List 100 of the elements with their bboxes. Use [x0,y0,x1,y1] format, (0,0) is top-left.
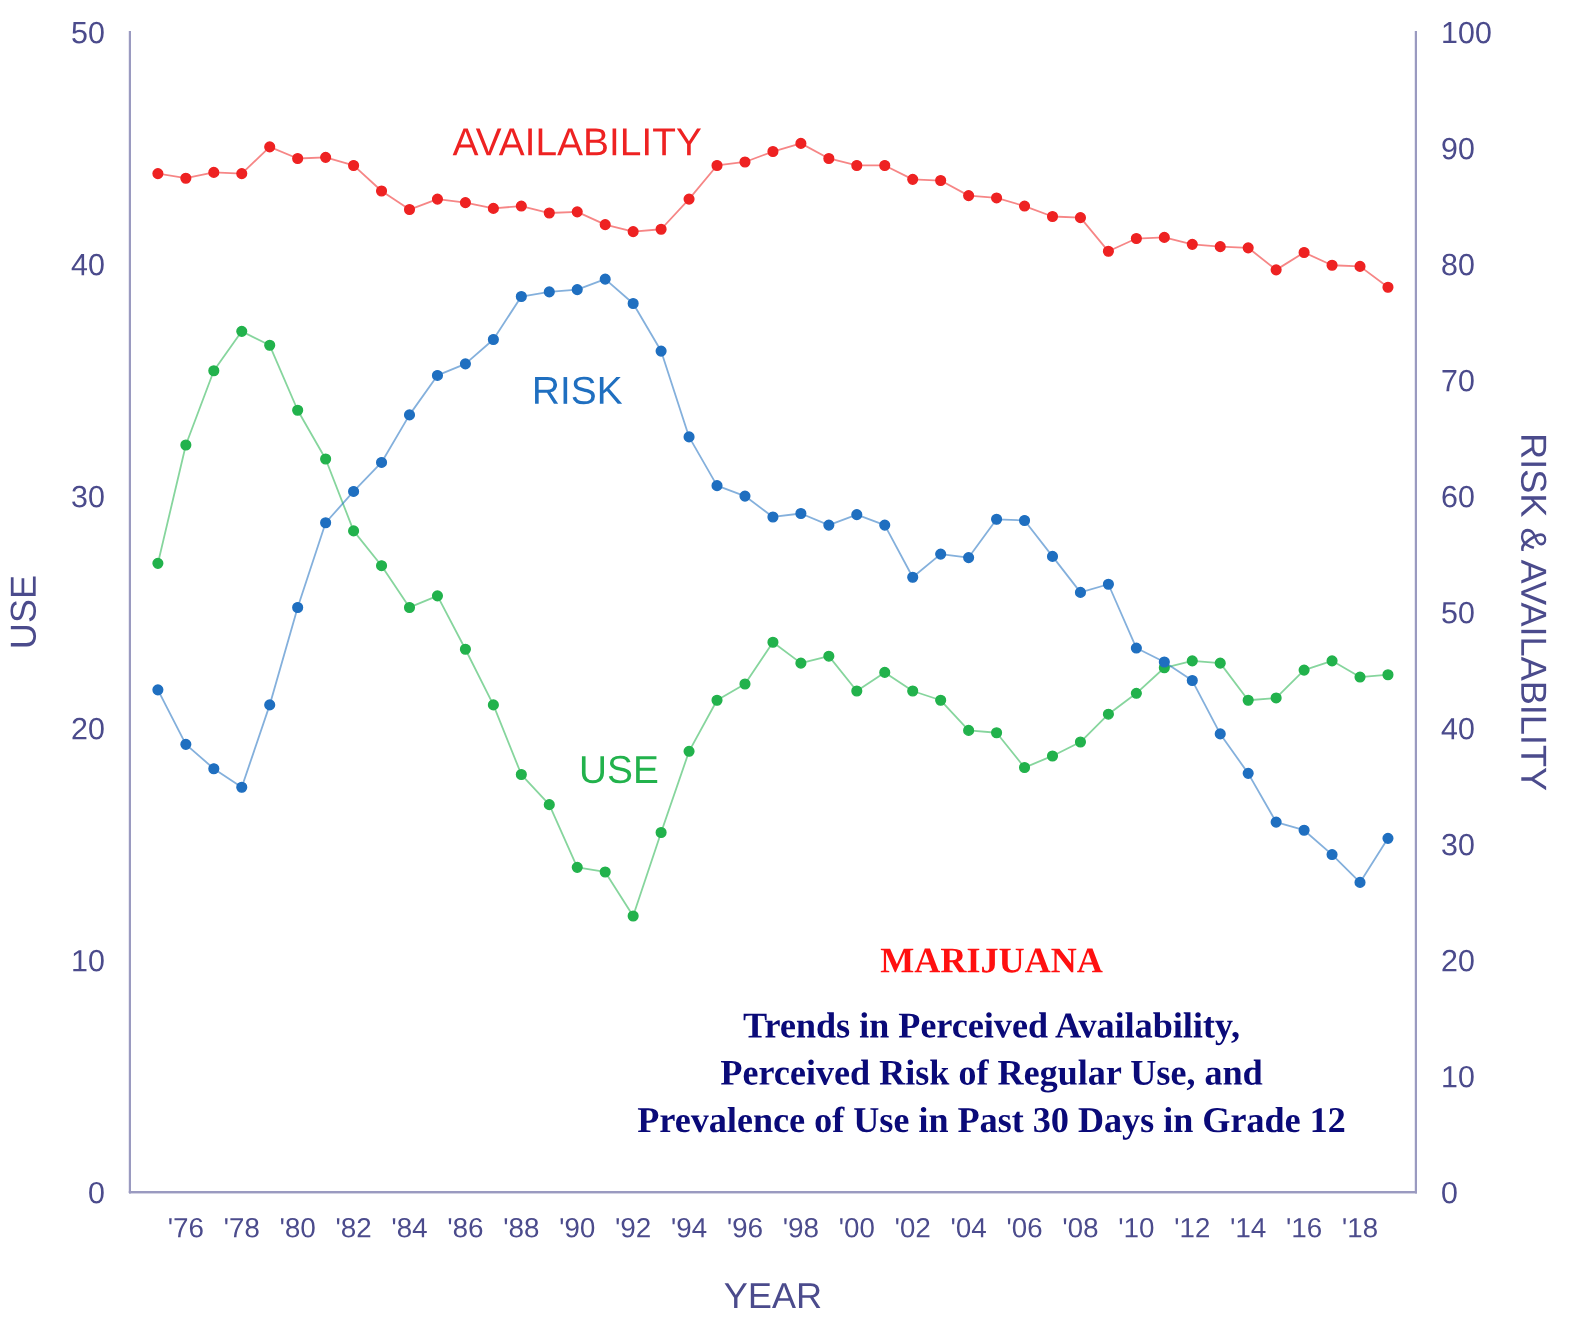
y2-tick-label: 50 [1442,601,1474,624]
point [907,173,919,185]
x-tick-label: '96 [728,1217,762,1238]
point [1046,750,1059,762]
point [683,745,695,757]
point [459,197,471,209]
point [823,650,835,662]
point [599,273,611,285]
point [1242,694,1254,706]
point [907,685,919,697]
point [1326,655,1338,667]
point [1298,824,1310,836]
point [739,678,751,690]
point [935,548,947,560]
point [208,763,220,775]
point [515,768,527,781]
point [1354,876,1366,888]
point [152,168,164,180]
point [767,145,779,158]
x-tick-label: '16 [1287,1217,1321,1238]
point [823,152,835,165]
point [739,490,751,502]
y-tick-label: 0 [89,1181,104,1204]
point [348,525,360,537]
point [1326,849,1338,861]
point [1382,669,1394,681]
point [571,284,583,296]
point [851,159,863,172]
x-tick-label: '02 [896,1217,930,1238]
point [1102,245,1114,257]
x-tick-label: '06 [1007,1217,1042,1238]
point [1214,728,1226,740]
point [236,325,248,337]
point [739,156,751,168]
y2-tick-label: 80 [1442,253,1474,276]
point [152,684,164,696]
point [711,694,723,706]
point [208,166,220,178]
point [180,172,192,184]
point [152,557,164,569]
point [991,192,1003,204]
point [711,480,723,492]
x-tick-label: '82 [336,1217,371,1238]
point [599,219,611,231]
point [1186,238,1198,250]
point [599,866,611,878]
point [1018,761,1031,774]
y-tick-label: 30 [72,485,104,508]
point [571,206,583,218]
y2-tick-label: 60 [1442,485,1474,508]
point [711,159,723,172]
point [571,861,583,873]
point [1382,832,1394,844]
point [1158,231,1170,243]
y-tick-label: 20 [72,717,104,740]
point [487,333,499,346]
point [627,910,639,922]
point [236,781,248,793]
point [543,799,555,811]
point [907,571,919,583]
point [1102,578,1114,590]
point [1354,260,1366,272]
y-tick-label: 50 [72,21,104,44]
point [320,517,332,529]
x-tick-label: '10 [1119,1217,1154,1238]
point [487,202,499,214]
point [515,200,527,212]
point [1018,514,1031,527]
point [208,365,220,377]
point [1214,657,1226,669]
point [1326,259,1338,271]
point [403,409,416,421]
y2-tick-label: 70 [1442,369,1474,392]
y-tick-label: 40 [71,253,104,276]
point [935,694,947,706]
point [963,190,975,202]
point [1130,232,1142,245]
point [935,174,947,187]
point [963,724,975,736]
point [1074,586,1087,598]
point [1074,736,1087,748]
x-tick-label: '12 [1175,1217,1209,1238]
point [264,339,276,351]
point [459,358,471,370]
point [795,507,807,520]
point [1130,687,1142,699]
point [1158,656,1170,668]
x-tick-label: '76 [169,1217,203,1238]
x-tick-label: '92 [616,1217,650,1238]
point [1270,264,1282,276]
y2-axis-title: RISK & AVAILABILITY [1520,436,1547,791]
point [655,223,667,235]
point [375,456,388,468]
point [403,601,416,614]
text: MARIJUANA [880,948,1103,973]
point [515,290,527,303]
point [683,431,695,443]
point [180,439,192,451]
point [1102,708,1114,720]
x-tick-label: '18 [1343,1217,1377,1238]
